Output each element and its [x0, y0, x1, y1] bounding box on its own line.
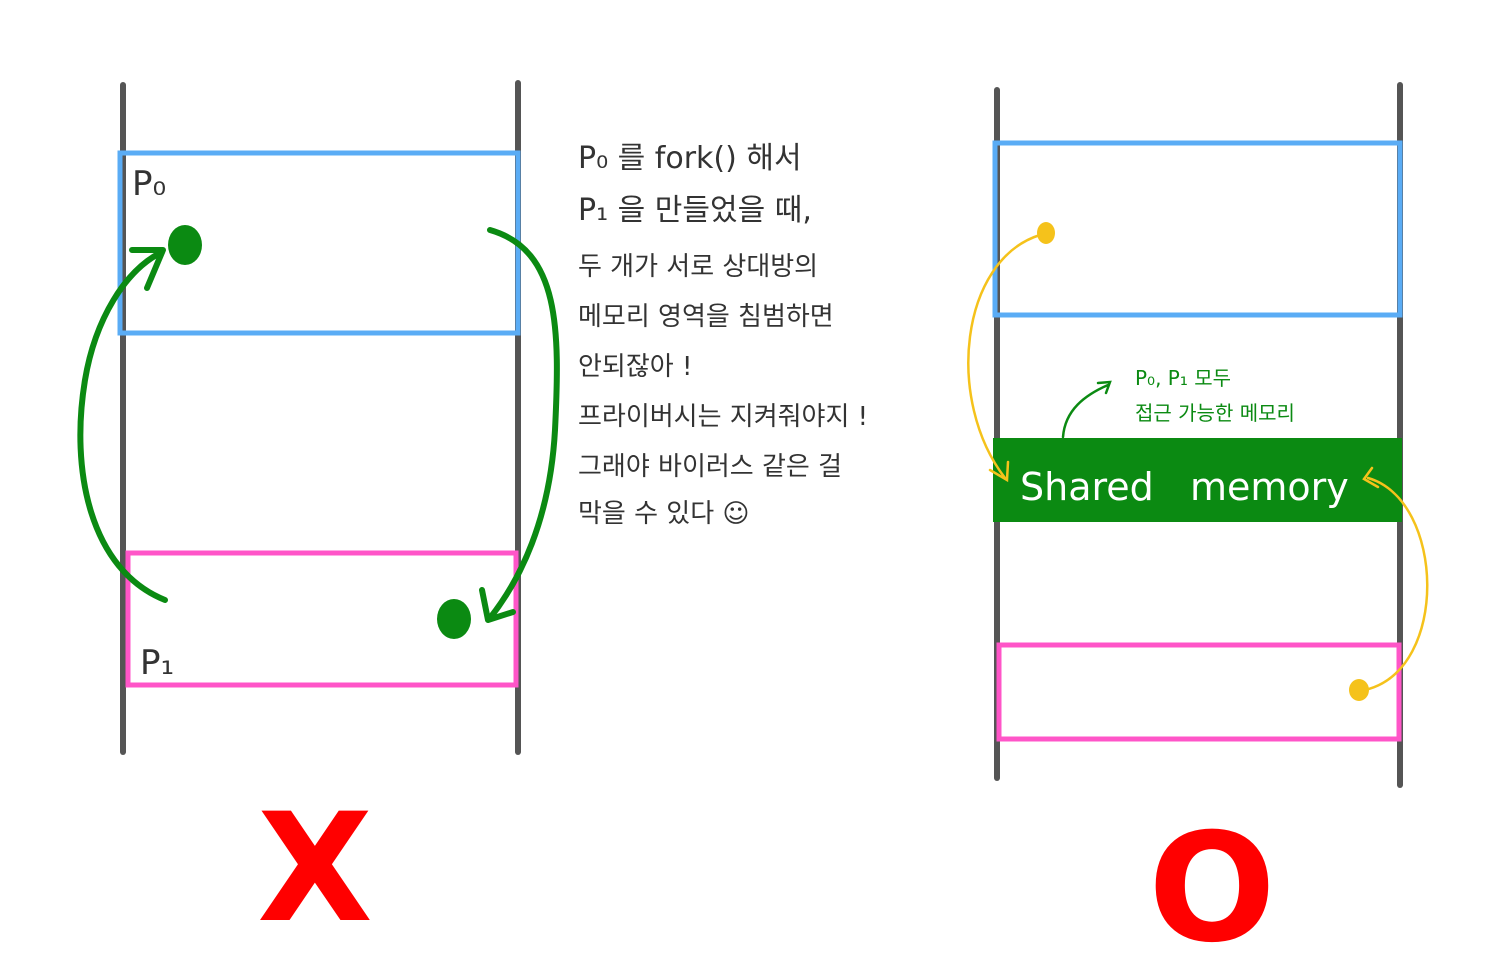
p1-access-arrowhead — [1362, 466, 1380, 489]
p1-memory-dot — [437, 599, 471, 639]
p1-access-arrow — [1363, 476, 1429, 692]
shared-memory-region — [993, 438, 1402, 522]
note-line: P₁ 을 만들었을 때, — [578, 193, 812, 228]
explanation-note: P₀ 를 fork() 해서 P₁ 을 만들었을 때, 두 개가 서로 상대방의… — [578, 141, 868, 529]
note-line: 그래야 바이러스 같은 걸 — [578, 452, 842, 482]
note-line: 메모리 영역을 침범하면 — [578, 302, 834, 332]
shared-memory-label: Shared memory — [1020, 465, 1349, 509]
annotation-arrowhead — [1096, 380, 1112, 395]
note-line: P₀ 를 fork() 해서 — [578, 141, 802, 176]
p1-label: P₁ — [140, 643, 174, 683]
note-line: 안되잖아 ! — [578, 352, 692, 382]
invasion-arrowhead-p0 — [129, 247, 166, 291]
invasion-arrowhead-p1 — [479, 587, 516, 623]
right-panel: Shared memory P₀, P₁ 모두 접근 가능한 메모리 O — [967, 82, 1429, 961]
p1-process-box — [125, 550, 519, 688]
p0-memory-dot — [168, 225, 202, 265]
note-line: 프라이버시는 지켜줘야지 ! — [578, 402, 868, 432]
note-line: 막을 수 있다 ☺ — [578, 499, 750, 529]
right-verdict-o: O — [1148, 802, 1276, 961]
left-panel: P₀ P₁ X — [77, 80, 560, 956]
invasion-arrow-p1-to-p0 — [77, 249, 168, 603]
p1-process-box — [996, 642, 1402, 742]
annotation-line-1: P₀, P₁ 모두 — [1135, 366, 1231, 390]
p0-access-dot — [1037, 222, 1055, 244]
p0-process-box — [992, 140, 1403, 318]
annotation-arrow — [1061, 383, 1110, 439]
invasion-arrow-p0-to-p1 — [487, 227, 560, 621]
p0-access-arrow — [967, 233, 1042, 480]
p1-access-dot — [1349, 679, 1369, 701]
left-verdict-x: X — [257, 782, 373, 956]
p0-label: P₀ — [132, 164, 166, 204]
note-line: 두 개가 서로 상대방의 — [578, 252, 818, 282]
p0-access-arrowhead — [988, 460, 1010, 483]
annotation-line-2: 접근 가능한 메모리 — [1135, 401, 1295, 425]
